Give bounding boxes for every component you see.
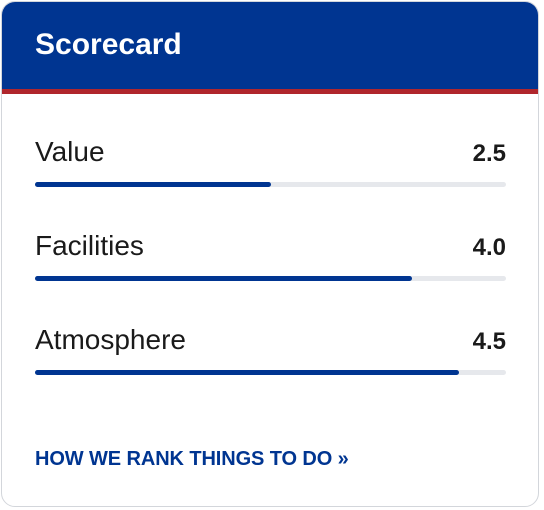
score-bar-fill <box>35 370 459 375</box>
score-value: 2.5 <box>472 140 506 167</box>
score-label: Atmosphere <box>35 324 186 355</box>
score-bar-fill <box>35 276 412 281</box>
score-bar-fill <box>35 182 271 187</box>
score-value: 4.5 <box>472 328 506 355</box>
score-bar-track <box>35 370 506 375</box>
score-row-atmosphere: Atmosphere 4.5 <box>35 282 506 376</box>
score-bar-track <box>35 182 506 187</box>
score-label: Facilities <box>35 230 144 261</box>
how-we-rank-link[interactable]: HOW WE RANK THINGS TO DO » <box>35 448 349 470</box>
score-row-value: Value 2.5 <box>35 94 506 188</box>
score-list: Value 2.5 Facilities 4.0 Atmosphere 4.5 <box>2 94 538 376</box>
score-row-facilities: Facilities 4.0 <box>35 188 506 282</box>
scorecard-header: Scorecard <box>2 2 538 94</box>
score-bar-track <box>35 276 506 281</box>
score-label: Value <box>35 136 105 167</box>
scorecard-title: Scorecard <box>35 27 182 61</box>
score-value: 4.0 <box>472 234 506 261</box>
